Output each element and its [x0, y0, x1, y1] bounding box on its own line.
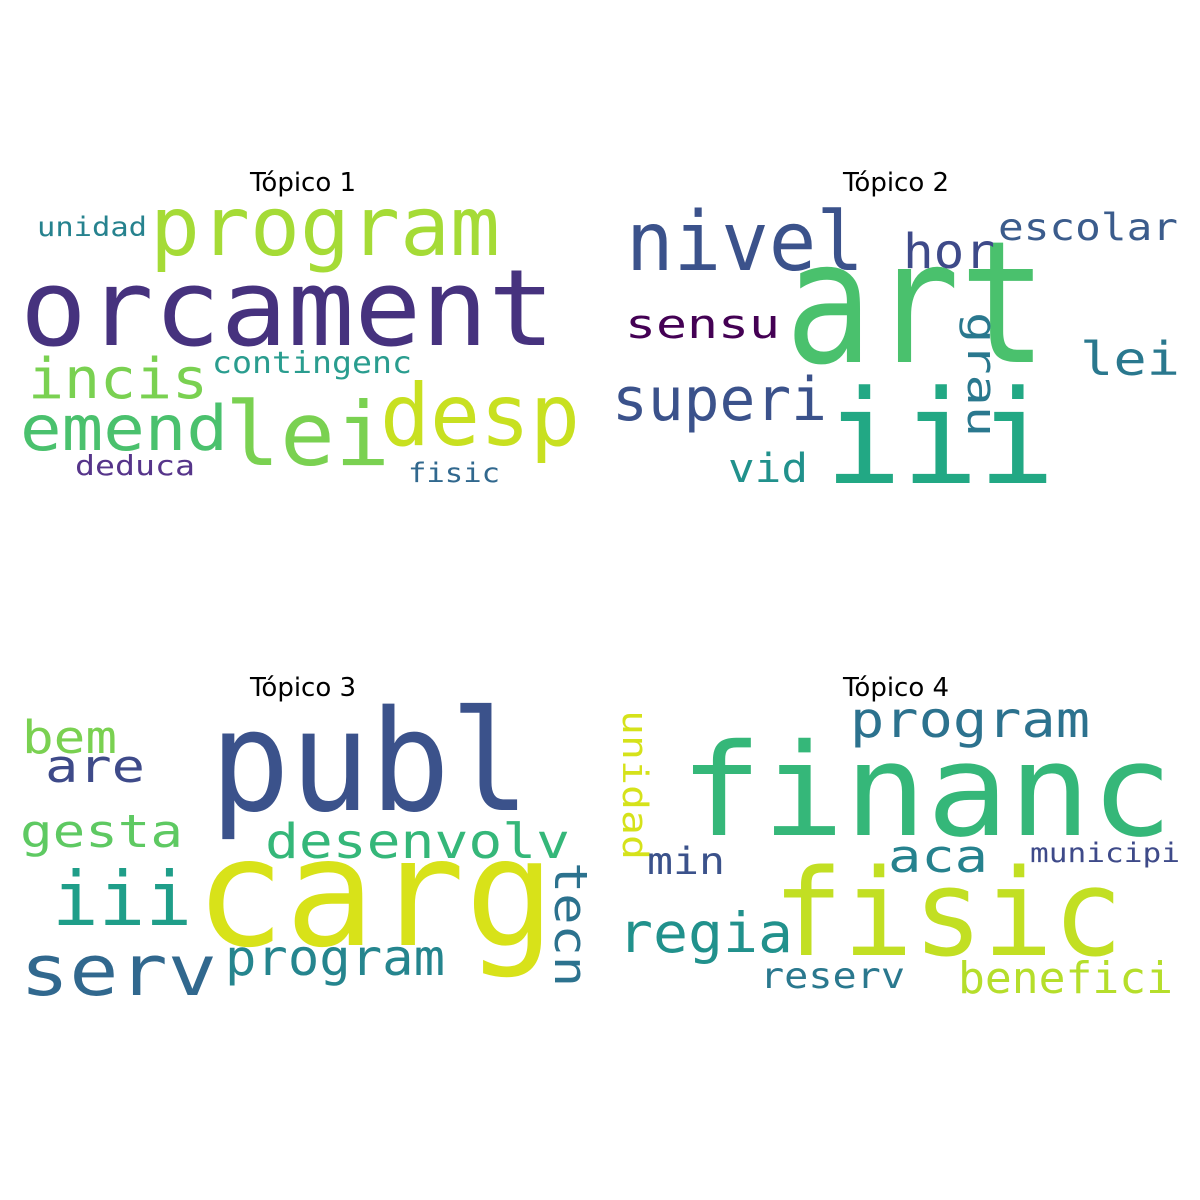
topic-1-word-emend: emend — [20, 392, 228, 465]
topic-4-word-fisic: fisic — [773, 845, 1123, 984]
topic-3-word-iii: iii — [52, 855, 192, 943]
topic-4-word-unidad: unidad — [614, 710, 654, 860]
topic-3-word-bem: bem — [22, 711, 117, 764]
topic-1-word-deduca: deduca — [75, 449, 195, 482]
topic-3-word-tecn: tecn — [544, 862, 597, 987]
topic-2-title: Tópico 2 — [842, 168, 950, 198]
topic-1-word-unidad: unidad — [37, 212, 147, 243]
topic-4-word-benefici: benefici — [958, 953, 1173, 1004]
topic-3-word-program: program — [225, 929, 445, 987]
topic-2-word-superi: superi — [612, 365, 827, 435]
topic-2-word-hor: hor — [903, 224, 995, 280]
topic-4-word-regia: regia — [618, 901, 793, 965]
topic-1-word-lei: lei — [225, 383, 390, 486]
topic-1-word-desp: desp — [380, 366, 580, 466]
topic-2-word-grau: grau — [958, 312, 1004, 437]
topic-4-title: Tópico 4 — [842, 673, 950, 703]
topic-3-word-serv: serv — [20, 930, 217, 1012]
topic-2-word-vid: vid — [728, 446, 808, 492]
topic-2-word-art: art — [785, 205, 1047, 403]
topic-2-word-sensu: sensu — [625, 302, 780, 348]
topic-1-word-fisic: fisic — [408, 458, 500, 489]
topic-1-word-orcament: orcament — [20, 247, 555, 370]
topic-4-word-aca: aca — [888, 830, 988, 883]
topic-3-word-gesta: gesta — [20, 805, 183, 858]
topic-2-word-iii: iii — [825, 362, 1055, 514]
topic-1-word-incis: incis — [28, 347, 208, 412]
topic-3-word-publ: publ — [210, 681, 530, 844]
topic-4-word-reserv: reserv — [760, 956, 905, 997]
topic-2-word-nivel: nivel — [626, 195, 864, 290]
topic-4-word-financ: financ — [680, 717, 1173, 866]
topic-1-title: Tópico 1 — [249, 168, 357, 198]
topic-4-word-min: min — [647, 840, 725, 883]
topic-2-word-escolar: escolar — [998, 206, 1178, 249]
topic-3-word-desenvolv: desenvolv — [265, 814, 570, 870]
topic-4-word-program: program — [850, 691, 1090, 749]
topic-1-word-program: program — [150, 180, 500, 275]
topic-1-word-contingenc: contingenc — [212, 346, 412, 381]
topic-3-title: Tópico 3 — [249, 673, 357, 703]
topic-2-word-lei: lei — [1080, 332, 1180, 386]
topic-3-word-carg: carg — [195, 807, 555, 981]
topic-3-word-are: are — [45, 740, 145, 793]
topic-4-word-municipi: municipi — [1030, 838, 1180, 869]
